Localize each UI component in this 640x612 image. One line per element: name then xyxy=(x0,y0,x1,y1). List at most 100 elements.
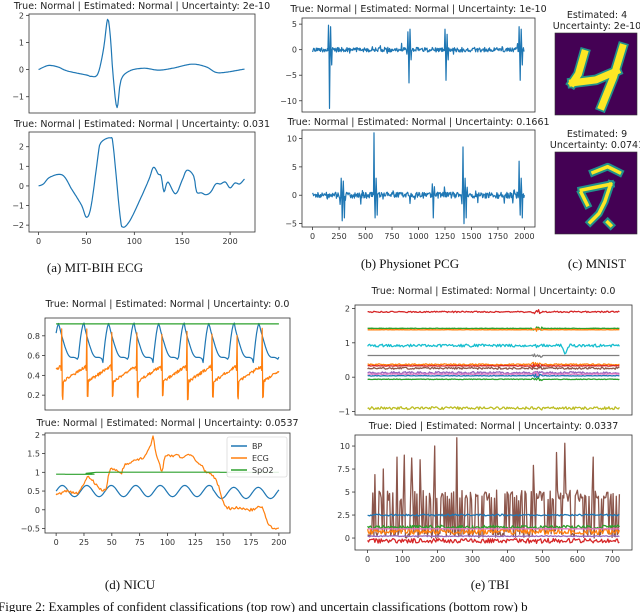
chart-b1: True: Normal | Estimated: Normal | Uncer… xyxy=(280,4,547,113)
y-tick-label: −0.5 xyxy=(21,525,40,534)
series-line-s4 xyxy=(367,527,620,530)
y-tick-label: 1.5 xyxy=(27,450,40,459)
series-line-ecg xyxy=(38,18,245,109)
series-line-pcg xyxy=(312,132,525,225)
series-line-s3 xyxy=(367,343,620,355)
x-tick-label: 200 xyxy=(271,538,286,547)
series-line-s2 xyxy=(367,327,620,332)
series-line-pcg xyxy=(312,24,525,109)
digit-stroke xyxy=(587,181,613,225)
x-tick-label: 0 xyxy=(365,555,370,564)
chart-title: True: Normal | Estimated: Normal | Uncer… xyxy=(35,418,298,429)
digit-stroke xyxy=(568,66,622,87)
x-tick-label: 125 xyxy=(188,538,203,547)
x-tick-label: 200 xyxy=(430,555,445,564)
mnist-uncertainty-2: Uncertainty: 0.0741 xyxy=(550,140,640,151)
mnist-image-9 xyxy=(554,151,638,235)
y-tick-label: 0 xyxy=(345,373,350,382)
series-line-s5 xyxy=(367,534,620,538)
mnist-uncertainty-1: Uncertainty: 2e-10 xyxy=(553,21,640,32)
y-tick-label: 1 xyxy=(19,38,24,47)
legend-entry: ECG xyxy=(252,454,269,463)
chart-e2: True: Died | Estimated: Normal | Uncerta… xyxy=(337,421,633,564)
chart-d2: True: Normal | Estimated: Normal | Uncer… xyxy=(21,418,299,547)
x-tick-label: 100 xyxy=(160,538,175,547)
y-tick-label: −10 xyxy=(280,97,297,106)
y-tick-label: 2 xyxy=(19,11,24,20)
y-tick-label: 0 xyxy=(35,506,40,515)
caption-d: (d) NICU xyxy=(105,577,156,592)
y-tick-label: 10 xyxy=(340,442,350,451)
legend-entry: BP xyxy=(252,442,262,451)
axes-frame xyxy=(301,17,536,113)
chart-b2: True: Normal | Estimated: Normal | Uncer… xyxy=(285,117,549,241)
axes-frame xyxy=(301,129,536,228)
y-tick-label: −2 xyxy=(12,221,24,230)
y-tick-label: −5 xyxy=(285,220,297,229)
chart-title: True: Normal | Estimated: Normal | Uncer… xyxy=(289,4,546,15)
y-tick-label: −1 xyxy=(12,93,24,102)
y-tick-label: 10 xyxy=(287,135,297,144)
y-tick-label: 0 xyxy=(292,191,297,200)
y-tick-label: 0.6 xyxy=(27,352,40,361)
x-tick-label: 750 xyxy=(384,232,399,241)
y-tick-label: 0.8 xyxy=(27,332,40,341)
y-tick-label: 5 xyxy=(292,163,297,172)
y-tick-label: −5 xyxy=(285,71,297,80)
series-line-s1 xyxy=(367,326,620,331)
y-tick-label: 5 xyxy=(345,488,350,497)
x-tick-label: 200 xyxy=(222,237,237,246)
x-tick-label: 0 xyxy=(36,237,41,246)
y-tick-label: 0 xyxy=(292,46,297,55)
chart-title: True: Died | Estimated: Normal | Uncerta… xyxy=(368,421,619,432)
caption-c: (c) MNIST xyxy=(568,256,626,271)
series-line-s6 xyxy=(367,537,620,545)
y-tick-label: 1 xyxy=(19,162,24,171)
series-line-s4 xyxy=(367,353,620,358)
x-tick-label: 400 xyxy=(500,555,515,564)
x-tick-label: 100 xyxy=(395,555,410,564)
chart-d1: True: Normal | Estimated: Normal | Uncer… xyxy=(27,299,291,411)
y-tick-label: 2 xyxy=(35,431,40,440)
x-tick-label: 250 xyxy=(331,232,346,241)
x-tick-label: 300 xyxy=(465,555,480,564)
axes-frame xyxy=(354,434,633,551)
x-tick-label: 150 xyxy=(175,237,190,246)
y-tick-label: −1 xyxy=(12,202,24,211)
mnist-estimated-1: Estimated: 4 xyxy=(567,10,627,21)
y-tick-label: 0 xyxy=(19,66,24,75)
x-tick-label: 100 xyxy=(127,237,142,246)
caption-a: (a) MIT-BIH ECG xyxy=(47,260,143,275)
axes-frame xyxy=(28,13,256,114)
series-line-s0 xyxy=(367,437,621,539)
chart-a1: True: Normal | Estimated: Normal | Uncer… xyxy=(12,1,270,114)
mnist-estimated-2: Estimated: 9 xyxy=(567,129,627,140)
y-tick-label: 2 xyxy=(345,304,350,313)
y-tick-label: 5 xyxy=(292,20,297,29)
axes-frame xyxy=(28,131,256,233)
caption-e: (e) TBI xyxy=(471,577,509,592)
x-tick-label: 700 xyxy=(605,555,620,564)
x-tick-label: 600 xyxy=(570,555,585,564)
x-tick-label: 50 xyxy=(107,538,117,547)
chart-title: True: Normal | Estimated: Normal | Uncer… xyxy=(13,1,270,12)
x-tick-label: 50 xyxy=(81,237,91,246)
x-tick-label: 0 xyxy=(54,538,59,547)
x-tick-label: 0 xyxy=(310,232,315,241)
chart-e1: True: Normal | Estimated: Normal | Uncer… xyxy=(338,286,633,417)
x-tick-label: 1000 xyxy=(408,232,428,241)
y-tick-label: 1 xyxy=(35,468,40,477)
axes-frame xyxy=(354,304,633,416)
caption-b: (b) Physionet PCG xyxy=(361,256,459,271)
x-tick-label: 500 xyxy=(358,232,373,241)
x-tick-label: 1250 xyxy=(435,232,455,241)
series-line-s10 xyxy=(367,373,620,379)
chart-title: True: Normal | Estimated: Normal | Uncer… xyxy=(371,286,616,297)
mnist-image-4 xyxy=(554,32,638,116)
chart-title: True: Normal | Estimated: Normal | Uncer… xyxy=(45,299,290,310)
axes-frame xyxy=(44,317,291,411)
legend: BP ECG SpO2 xyxy=(226,436,288,478)
y-tick-label: 7.5 xyxy=(337,465,350,474)
series-line-bp xyxy=(55,322,280,364)
series-line-s1 xyxy=(367,513,620,517)
